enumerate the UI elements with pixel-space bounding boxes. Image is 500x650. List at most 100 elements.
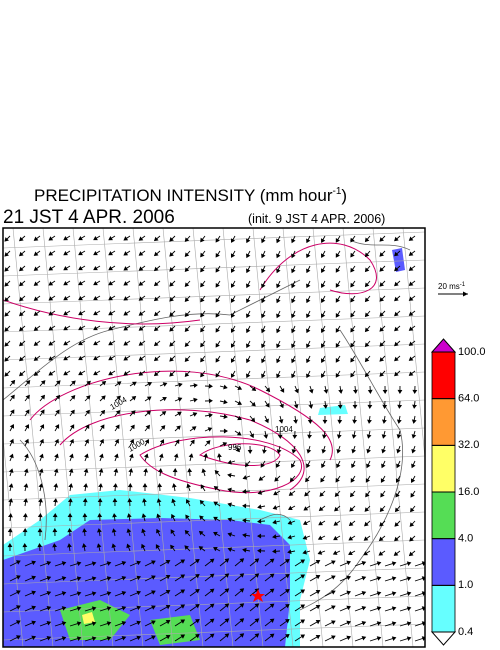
wind-arrow-head (223, 414, 228, 419)
wind-vectors (4, 235, 425, 642)
wind-arrow-head (67, 528, 73, 533)
wind-arrow-head (346, 620, 352, 626)
wind-arrow-head (200, 357, 205, 363)
wind-arrow-head (269, 618, 275, 624)
wind-arrow-head (306, 358, 311, 364)
parallel (3, 343, 425, 361)
wind-arrow-head (63, 296, 68, 301)
wind-arrow-head (16, 605, 21, 610)
wind-arrow-head (39, 424, 45, 429)
wind-arrow-head (264, 418, 269, 424)
wind-arrow-head (84, 453, 89, 459)
wind-arrow-head (180, 559, 186, 564)
wind-arrow-head (411, 434, 417, 439)
wind-arrow-head (209, 573, 215, 579)
wind-arrow-head (112, 513, 117, 518)
wind-arrow-head (213, 501, 219, 506)
wind-arrow-head (141, 543, 146, 549)
wind-arrow-head (350, 297, 355, 303)
wind-arrow-head (138, 266, 144, 271)
wind-arrow-head (184, 327, 190, 332)
wind-arrow-head (70, 395, 76, 400)
wind-arrow-head (306, 253, 311, 259)
wind-arrow-head (170, 544, 175, 550)
wind-arrow-head (121, 635, 127, 641)
wind-arrow-head (275, 463, 281, 468)
wind-arrow-head (91, 636, 97, 641)
wind-arrow-head (242, 518, 247, 524)
wind-arrow-head (153, 311, 159, 317)
wind-arrow-head (335, 373, 340, 378)
wind-arrow-head (19, 236, 24, 242)
wind-arrow-head (151, 635, 156, 640)
wind-arrow-head (83, 468, 89, 473)
wind-arrow-head (350, 282, 355, 288)
wind-arrow-head (284, 618, 290, 624)
wind-arrow-head (195, 604, 200, 609)
wind-arrow-head (68, 483, 74, 488)
wind-arrow-head (395, 478, 401, 483)
wind-arrow-head (25, 409, 30, 415)
wind-arrow-head (319, 492, 325, 497)
wind-arrow-head (334, 492, 340, 498)
wind-arrow-head (4, 327, 9, 332)
wind-arrow-head (223, 399, 228, 405)
wind-arrow-head (138, 281, 144, 286)
wind-arrow-head (23, 468, 29, 473)
wind-arrow-head (348, 550, 353, 556)
wind-arrow-head (395, 492, 400, 498)
wind-arrow-head (91, 576, 97, 581)
wind-arrow-head (108, 356, 113, 361)
wind-arrow-head (224, 558, 230, 563)
wind-arrow-head (169, 372, 174, 377)
wind-arrow-head (40, 409, 45, 415)
wind-arrow-head (291, 283, 296, 289)
wind-arrow-head (8, 468, 14, 473)
wind-arrow-head (143, 468, 149, 473)
wind-arrow-head (408, 326, 414, 331)
wind-arrow-head (230, 283, 236, 288)
wind-arrow-head (246, 238, 251, 244)
wind-arrow-head (69, 453, 74, 459)
wind-arrow-head (215, 237, 220, 243)
wind-arrow-head (246, 253, 251, 259)
wind-arrow-head (304, 491, 309, 497)
wind-arrow-head (323, 404, 328, 409)
wind-arrow-head (52, 513, 58, 518)
wind-arrow-head (320, 283, 326, 288)
wind-arrow-head (31, 635, 37, 641)
wind-arrow-head (320, 268, 326, 273)
wind-arrow-head (276, 343, 281, 349)
wind-arrow-head (115, 424, 120, 430)
wind-arrow-head (378, 551, 384, 556)
wind-arrow-head (54, 438, 59, 444)
wind-arrow-head (364, 507, 370, 512)
wind-arrow-head (291, 449, 297, 454)
wind-arrow-head (136, 620, 142, 626)
wind-arrow-head (114, 438, 119, 444)
wind-arrow-head (61, 621, 67, 626)
wind-arrow-head (126, 543, 131, 549)
wind-arrow-head (261, 343, 266, 349)
wind-arrow-head (200, 327, 205, 333)
wind-arrow-head (33, 281, 39, 286)
wind-arrow-head (408, 281, 414, 286)
wind-arrow-head (184, 267, 190, 272)
wind-arrow-head (160, 425, 166, 430)
wind-arrow-head (123, 236, 129, 241)
wind-arrow-head (412, 389, 418, 394)
wind-arrow-head (394, 251, 399, 257)
wind-arrow-head (63, 251, 68, 256)
wind-arrow-head (177, 411, 182, 417)
wind-arrow-head (307, 434, 312, 439)
colorbar-over (430, 338, 457, 353)
wind-arrow-head (379, 521, 384, 527)
parallel (3, 371, 425, 389)
wind-arrow-head (263, 434, 269, 439)
colorbar-segment (431, 491, 456, 540)
colorbar-label: 32.0 (458, 439, 479, 451)
parallel (3, 483, 425, 501)
wind-arrow-head (184, 372, 190, 377)
wind-arrow-head (63, 281, 68, 286)
wind-arrow-head (200, 237, 205, 243)
